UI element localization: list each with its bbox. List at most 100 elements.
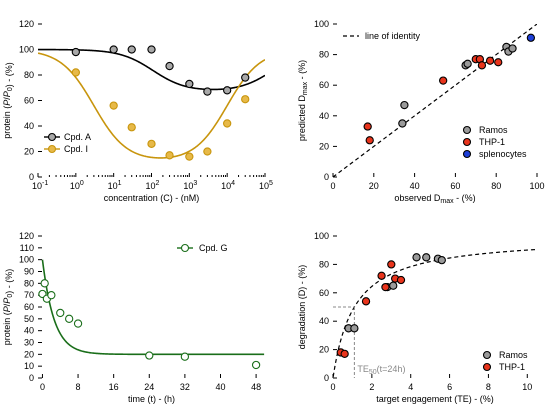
fit-curve xyxy=(41,259,265,356)
y-tick-label: 100 xyxy=(314,19,329,29)
svg-text:predicted Dmax - (%): predicted Dmax - (%) xyxy=(297,60,309,141)
y-tick-label: 40 xyxy=(319,111,329,121)
data-point xyxy=(180,352,190,361)
legend-marker xyxy=(47,132,57,142)
data-point xyxy=(389,281,398,290)
y-tick-label: 100 xyxy=(19,255,34,265)
legend-label: Ramos xyxy=(499,350,528,360)
data-point xyxy=(365,136,374,145)
x-tick-label: 0 xyxy=(330,181,335,191)
y-tick-label: 0 xyxy=(324,172,329,182)
chart-panel-a: 10-1 100 101 102 103 104 105 0 20 40 60 80 100 120 con… xyxy=(2,19,273,203)
x-tick-label: 100 xyxy=(529,181,544,191)
data-point xyxy=(251,360,261,370)
legend-marker xyxy=(462,125,472,135)
te50-label: TE50(t=24h) xyxy=(357,364,405,376)
y-tick-label: 40 xyxy=(24,326,34,336)
panels: 10-1 100 101 102 103 104 105020406080100120con… xyxy=(2,19,545,404)
y-axis-label: protein (P/P0) - (%) xyxy=(2,62,14,138)
y-tick-label: 60 xyxy=(24,302,34,312)
x-axis-label: concentration (C) - (nM) xyxy=(104,193,200,203)
data-point xyxy=(223,86,232,95)
y-axis-label: predicted Dmax - (%) xyxy=(297,60,309,141)
x-tick-label: 48 xyxy=(251,382,261,392)
y-tick-label: 60 xyxy=(24,96,34,106)
data-point xyxy=(147,45,156,54)
y-tick-label: 20 xyxy=(24,147,34,157)
plot-area xyxy=(333,24,537,177)
x-tick-label: 60 xyxy=(450,181,460,191)
data-point xyxy=(147,139,156,148)
x-axis-label: observed Dmax - (%) xyxy=(394,193,475,205)
fit-curve xyxy=(38,52,265,159)
y-tick-label: 20 xyxy=(319,345,329,355)
y-tick-label: 100 xyxy=(19,45,34,55)
data-point xyxy=(494,58,503,67)
data-point xyxy=(381,282,390,292)
data-point xyxy=(203,87,212,96)
data-point xyxy=(350,324,359,333)
svg-text:protein (P/P0) - (%): protein (P/P0) - (%) xyxy=(2,269,14,345)
data-point xyxy=(477,61,487,70)
x-axis-label: target engagement (TE) - (%) xyxy=(376,394,494,404)
data-point xyxy=(241,73,250,82)
x-tick-label: 20 xyxy=(369,181,379,191)
y-tick-label: 20 xyxy=(24,349,34,359)
y-tick-label: 0 xyxy=(29,373,34,383)
y-tick-label: 90 xyxy=(24,267,34,277)
data-point xyxy=(363,122,372,131)
legend-label: THP-1 xyxy=(499,362,525,372)
x-tick-label: 10-1 xyxy=(32,180,48,191)
x-tick-label: 102 xyxy=(146,180,160,191)
x-tick-label: 103 xyxy=(183,180,197,191)
data-point xyxy=(396,275,406,285)
legend-marker xyxy=(47,144,57,154)
x-tick-label: 40 xyxy=(410,181,420,191)
y-tick-label: 70 xyxy=(24,290,34,300)
plot-area xyxy=(41,259,265,356)
x-tick-label: 24 xyxy=(144,382,154,392)
fit-curve xyxy=(38,48,265,91)
legend-marker xyxy=(482,350,492,360)
legend-marker xyxy=(180,243,190,253)
data-point xyxy=(127,123,136,132)
y-tick-label: 80 xyxy=(24,70,34,80)
legend-label: splenocytes xyxy=(479,149,527,159)
x-tick-label: 0 xyxy=(330,382,335,392)
y-tick-label: 40 xyxy=(24,121,34,131)
data-point xyxy=(185,79,194,89)
data-point xyxy=(145,351,154,360)
y-axis-label: protein (P/P0) - (%) xyxy=(2,269,14,345)
y-tick-label: 60 xyxy=(319,288,329,298)
y-tick-label: 80 xyxy=(319,259,329,269)
data-point xyxy=(398,119,407,128)
y-tick-label: 60 xyxy=(319,80,329,90)
x-tick-label: 4 xyxy=(408,382,413,392)
data-point xyxy=(127,45,136,54)
data-point xyxy=(377,271,386,280)
legend-label: Cpd. I xyxy=(64,144,88,154)
x-tick-label: 10 xyxy=(522,382,532,392)
data-point xyxy=(241,95,250,104)
data-point xyxy=(56,308,65,318)
data-point xyxy=(361,297,371,306)
data-point xyxy=(73,319,83,328)
data-point xyxy=(109,101,118,110)
data-point xyxy=(185,152,194,161)
legend-label: Cpd. G xyxy=(199,243,228,253)
data-point xyxy=(439,76,448,85)
identity-legend-label: line of identity xyxy=(365,31,421,41)
y-axis-label: degradation (D) - (%) xyxy=(297,265,307,350)
x-tick-label: 2 xyxy=(369,382,374,392)
legend-marker xyxy=(462,137,472,147)
y-tick-label: 120 xyxy=(19,19,34,29)
x-tick-label: 80 xyxy=(491,181,501,191)
chart-panel-c: 0 8 16 24 32 40 480102030405060708090100110120… xyxy=(2,231,265,404)
data-point xyxy=(422,253,431,262)
data-point xyxy=(485,56,495,65)
data-point xyxy=(437,255,446,265)
legend-marker xyxy=(482,362,492,372)
x-tick-label: 8 xyxy=(76,382,81,392)
